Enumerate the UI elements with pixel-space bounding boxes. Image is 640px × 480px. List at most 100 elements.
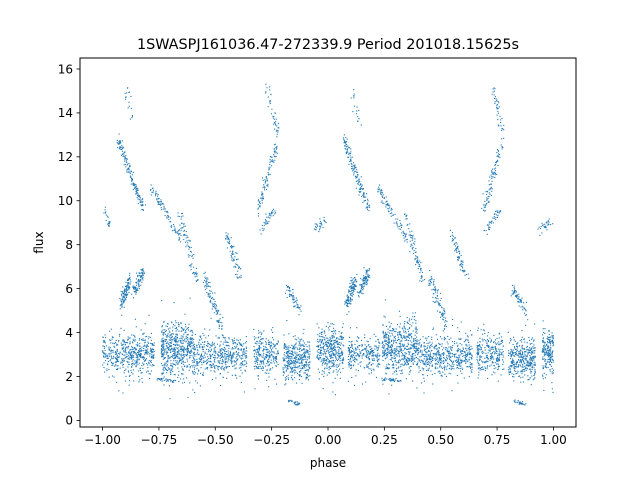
data-point <box>143 357 145 359</box>
data-point <box>446 362 449 364</box>
data-point <box>283 334 285 336</box>
data-point <box>365 347 367 349</box>
data-point <box>513 336 515 338</box>
data-point <box>125 347 127 349</box>
data-point <box>189 365 191 368</box>
data-point <box>258 354 260 356</box>
data-point <box>355 349 357 351</box>
data-point <box>529 358 531 360</box>
data-point <box>284 379 286 381</box>
data-point <box>255 365 258 367</box>
data-point <box>161 351 163 353</box>
data-point <box>196 346 198 348</box>
data-point <box>122 363 125 366</box>
data-point <box>120 142 122 144</box>
data-point <box>143 339 145 341</box>
data-point <box>491 355 493 357</box>
data-point <box>298 373 300 376</box>
data-point <box>121 353 124 355</box>
data-point <box>194 355 196 357</box>
data-point <box>295 358 297 360</box>
data-point <box>329 354 331 356</box>
data-point <box>549 340 551 343</box>
data-point <box>228 365 231 368</box>
data-point <box>146 353 148 355</box>
data-point <box>117 356 119 359</box>
data-point <box>294 344 296 346</box>
data-point <box>545 353 547 355</box>
data-point <box>141 356 144 358</box>
data-point <box>289 352 291 354</box>
data-point <box>368 368 370 370</box>
data-point <box>303 354 305 356</box>
data-point <box>397 362 399 364</box>
data-point <box>550 361 553 364</box>
data-point <box>170 373 172 376</box>
data-point <box>551 352 553 354</box>
data-point <box>519 349 522 351</box>
data-point <box>326 345 328 347</box>
data-point <box>192 357 194 359</box>
data-point <box>149 373 151 375</box>
data-point <box>399 332 401 334</box>
data-point <box>104 349 106 352</box>
data-point <box>517 372 519 374</box>
data-point <box>418 371 420 373</box>
data-point <box>169 349 171 351</box>
data-point <box>324 348 326 351</box>
data-point <box>390 344 393 346</box>
data-point <box>142 268 144 270</box>
data-point <box>269 362 271 364</box>
data-point <box>322 346 324 348</box>
data-point <box>176 337 178 339</box>
data-point <box>245 357 247 359</box>
data-point <box>212 343 214 345</box>
data-point <box>172 354 174 356</box>
data-point <box>140 269 142 271</box>
data-point <box>128 287 130 289</box>
data-point <box>523 357 525 359</box>
data-point <box>122 147 124 149</box>
data-point <box>327 341 329 343</box>
data-point <box>551 340 553 342</box>
data-point <box>133 351 135 353</box>
data-point <box>461 367 463 369</box>
data-point <box>544 332 546 334</box>
data-point <box>126 285 128 287</box>
data-point <box>235 363 238 365</box>
data-point <box>171 333 173 335</box>
data-point <box>377 338 379 340</box>
data-point <box>267 351 269 353</box>
data-point <box>301 367 303 369</box>
data-point <box>283 364 285 366</box>
data-point <box>425 363 427 365</box>
data-point <box>348 348 350 350</box>
data-point <box>229 350 231 352</box>
data-point <box>478 364 480 366</box>
data-point <box>454 341 456 343</box>
data-point <box>468 366 470 368</box>
data-point <box>325 355 327 357</box>
data-point <box>459 348 461 350</box>
data-point <box>451 367 453 369</box>
data-point <box>361 357 363 359</box>
data-point <box>237 354 239 356</box>
data-point <box>265 357 267 359</box>
data-point <box>534 352 536 354</box>
data-point <box>132 347 134 349</box>
data-point <box>458 356 460 358</box>
data-point <box>531 375 533 377</box>
data-point <box>139 367 141 370</box>
data-point <box>187 365 189 367</box>
data-point <box>198 369 200 371</box>
data-point <box>551 388 553 390</box>
data-point <box>338 357 340 359</box>
data-point <box>221 355 223 358</box>
data-point <box>178 330 180 332</box>
data-point <box>448 356 450 358</box>
data-point <box>383 344 385 346</box>
data-point <box>151 351 153 353</box>
data-point <box>129 274 131 276</box>
data-point <box>489 341 492 343</box>
data-point <box>289 355 291 357</box>
